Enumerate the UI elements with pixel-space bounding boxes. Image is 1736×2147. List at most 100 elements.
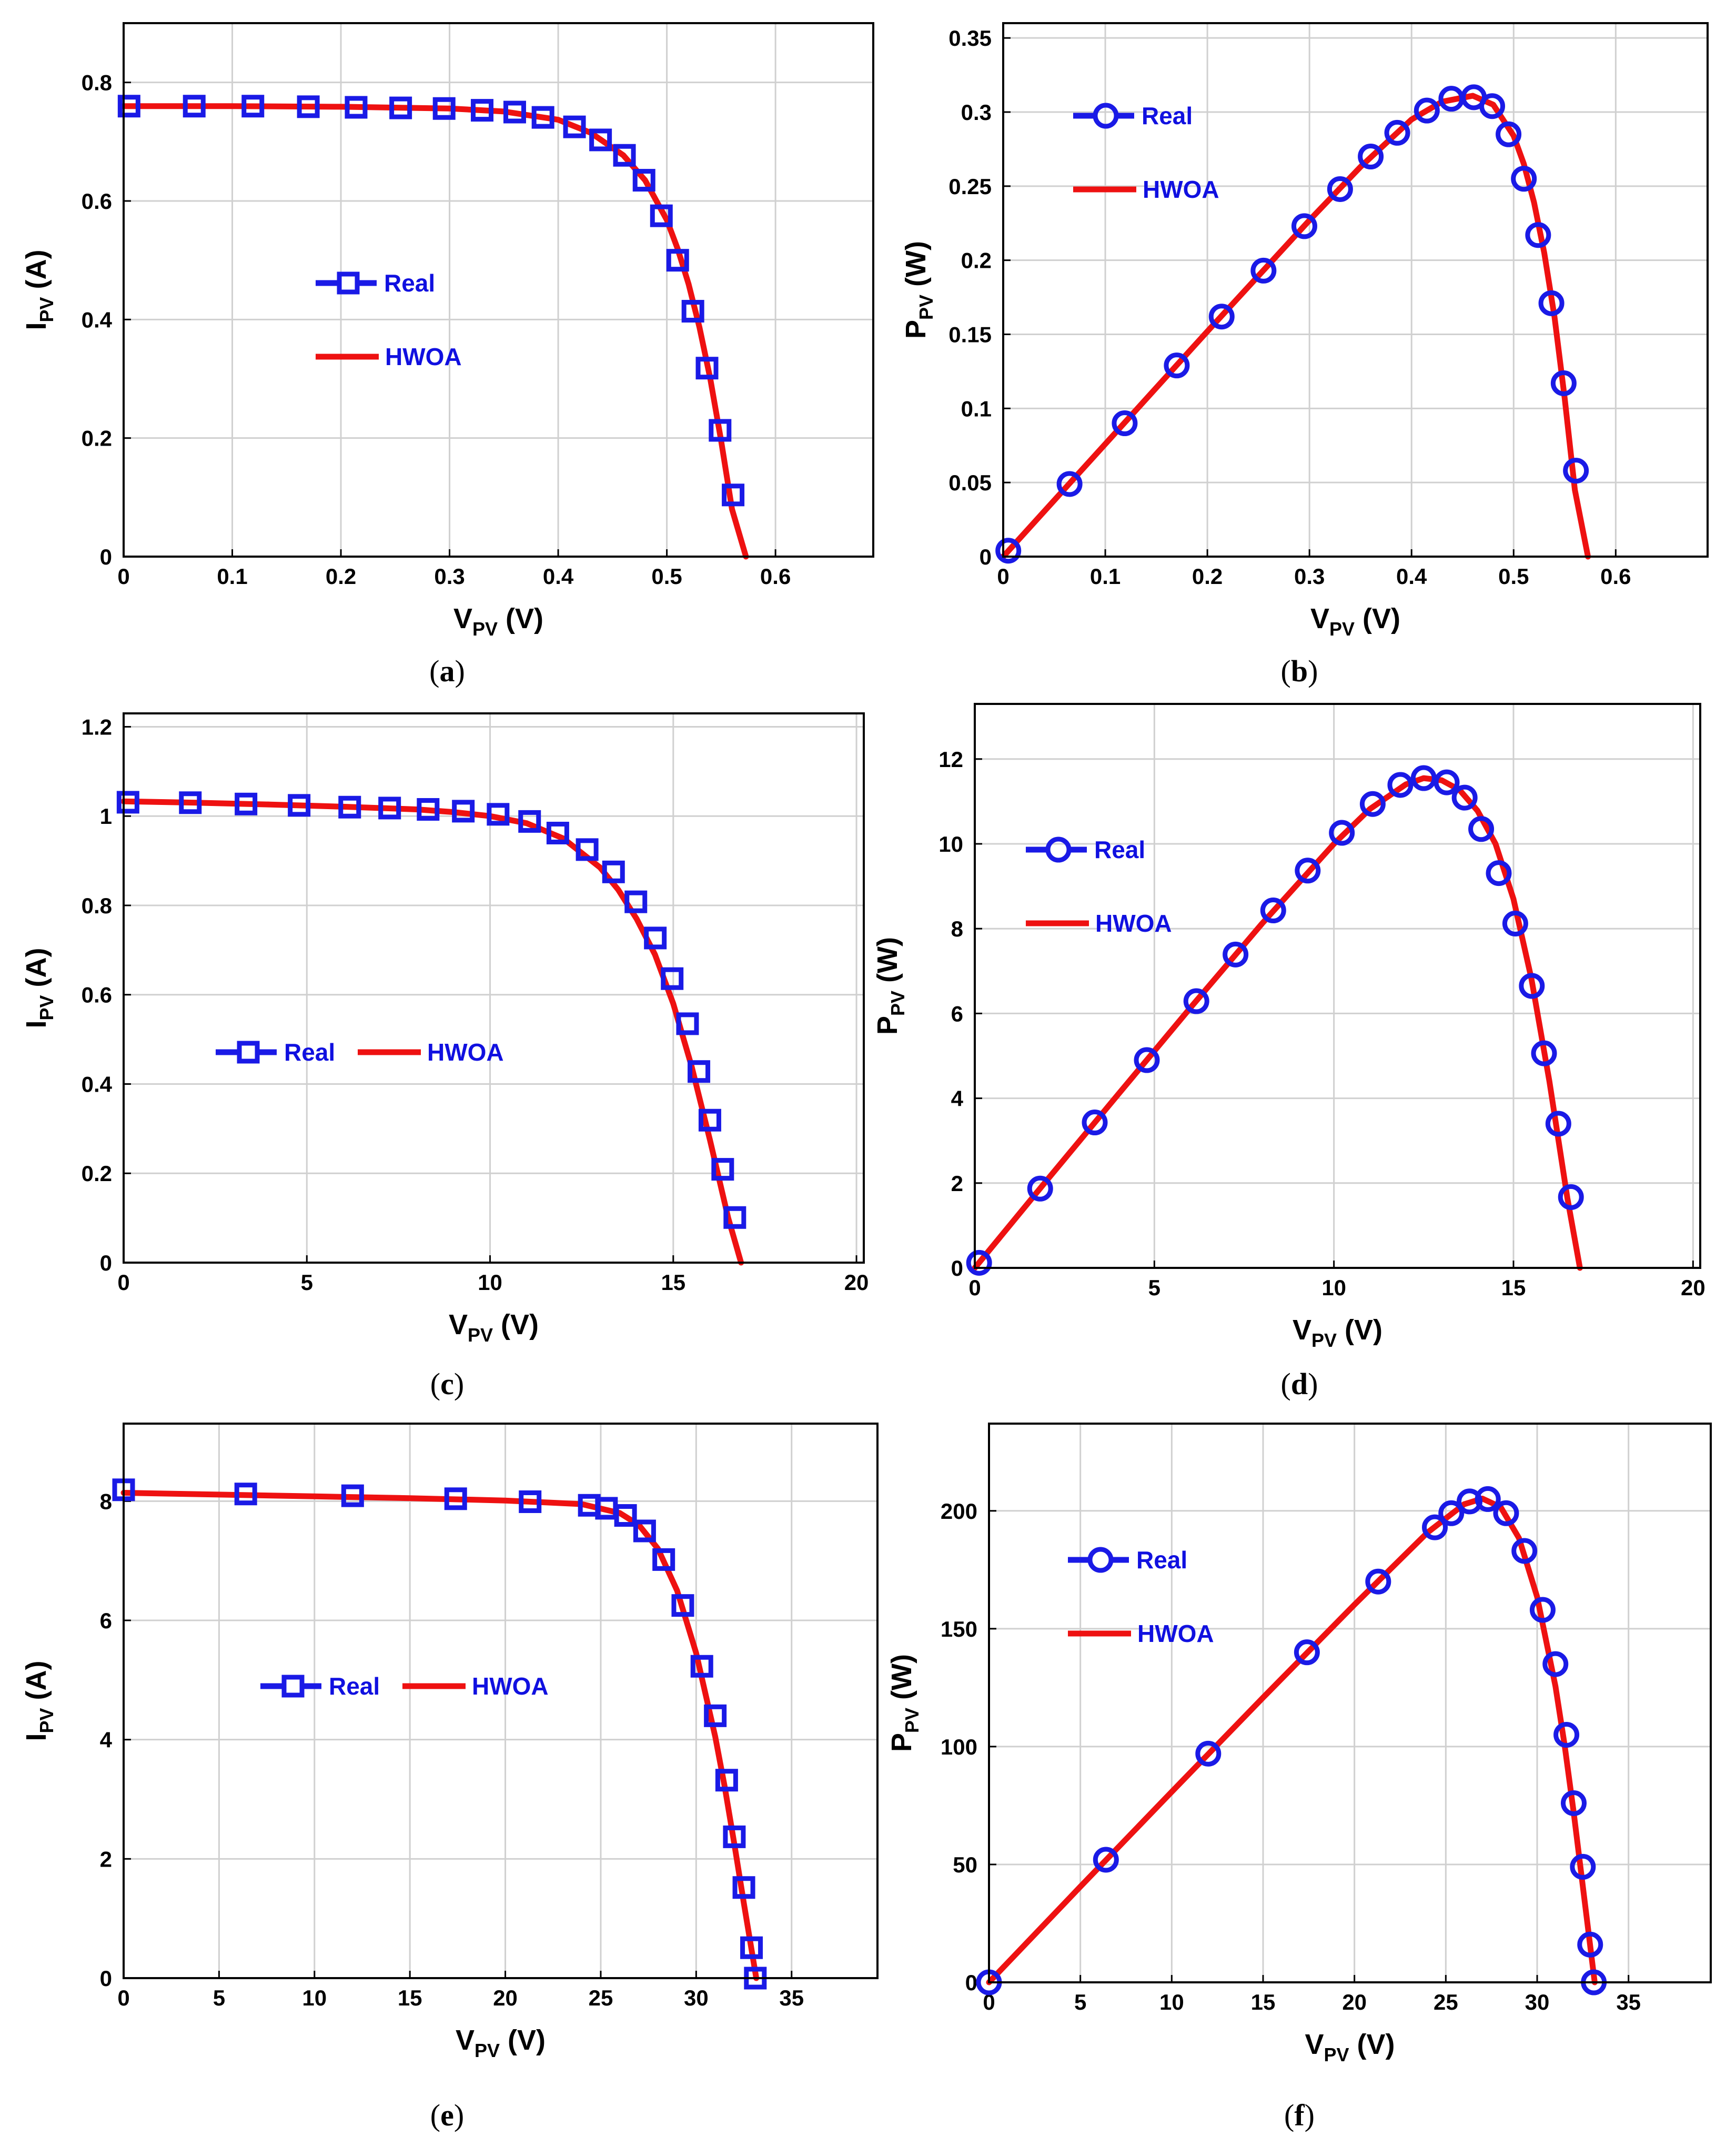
x-axis-label-unit: (V) — [1355, 603, 1400, 634]
series-line-hwoa — [120, 103, 749, 560]
y-tick-label: 0 — [965, 1970, 977, 1995]
panel-label-open-paren: ( — [1281, 654, 1291, 688]
data-point-real — [715, 1769, 738, 1792]
x-axis-label-sub: PV — [1324, 2044, 1349, 2065]
x-axis-label: VPV (V) — [453, 603, 543, 640]
data-point-real — [1531, 1040, 1557, 1066]
data-point-real — [1195, 1740, 1222, 1767]
data-point-real — [1112, 410, 1138, 436]
x-tick-label: 30 — [684, 1985, 709, 2010]
x-axis-label-main: V — [1293, 1314, 1311, 1346]
data-point-real — [1560, 1790, 1587, 1816]
data-point-real — [1359, 791, 1386, 817]
data-point-real — [518, 810, 541, 833]
data-point-real — [709, 419, 732, 442]
y-axis-label: PPV (W) — [872, 937, 909, 1035]
x-tick-label: 0.6 — [1600, 564, 1631, 589]
y-tick-label: 0.35 — [948, 26, 992, 51]
y-tick-label: 0 — [100, 1966, 112, 1991]
x-axis-label-unit: (V) — [1337, 1314, 1382, 1346]
legend-label-hwoa: HWOA — [1143, 176, 1219, 203]
data-point-real — [1577, 1931, 1603, 1958]
data-point-real — [1093, 1847, 1119, 1873]
data-point-real — [1550, 370, 1577, 396]
data-point-real — [1451, 784, 1478, 811]
y-axis-label: IPV (A) — [21, 1660, 57, 1741]
data-point-real — [624, 890, 648, 913]
y-axis-label-main: I — [21, 1733, 52, 1741]
x-axis-label-main: V — [1305, 2029, 1324, 2060]
data-point-real — [589, 128, 612, 152]
data-point-real — [681, 300, 704, 323]
x-tick-label: 15 — [1501, 1275, 1526, 1300]
legend-label-real: Real — [1094, 836, 1145, 863]
x-axis-label: VPV (V) — [1293, 1314, 1382, 1351]
x-tick-label: 20 — [1681, 1275, 1705, 1300]
panel-label-open-paren: ( — [1281, 1367, 1291, 1401]
data-point-real — [117, 95, 140, 118]
x-tick-label: 15 — [661, 1270, 685, 1295]
y-axis-label-unit: (A) — [21, 1660, 52, 1708]
x-axis-label-sub: PV — [468, 1324, 493, 1346]
x-tick-label: 0.4 — [1396, 564, 1427, 589]
x-tick-label: 10 — [1159, 1990, 1184, 2014]
legend-label-real: Real — [1136, 1546, 1187, 1574]
x-tick-label: 5 — [213, 1985, 225, 2010]
data-point-real — [1260, 898, 1286, 924]
y-tick-label: 0.1 — [961, 396, 992, 421]
x-tick-label: 5 — [301, 1270, 313, 1295]
y-tick-label: 8 — [951, 916, 963, 941]
data-point-real — [1545, 1111, 1571, 1137]
y-axis-label-sub: PV — [36, 297, 57, 322]
panel-label-open-paren: ( — [429, 654, 439, 688]
data-point-real — [487, 803, 510, 826]
panel-label-close-paren: ) — [454, 2098, 464, 2132]
y-tick-label: 0.05 — [948, 470, 992, 495]
panel-label-close-paren: ) — [1305, 2098, 1315, 2132]
legend-label-hwoa: HWOA — [427, 1039, 504, 1066]
panel-label: (e) — [430, 2098, 464, 2132]
panel-label: (b) — [1281, 654, 1318, 688]
x-tick-label: 30 — [1525, 1990, 1550, 2014]
x-tick-label: 0 — [117, 1270, 129, 1295]
legend-label-real: Real — [284, 1039, 335, 1066]
data-point-real — [723, 1206, 746, 1229]
y-tick-label: 0.3 — [961, 100, 992, 125]
x-tick-label: 0.1 — [1090, 564, 1121, 589]
x-tick-label: 0.3 — [1294, 564, 1325, 589]
y-tick-label: 6 — [951, 1001, 963, 1026]
data-point-real — [1291, 213, 1317, 239]
x-axis-label-sub: PV — [1329, 618, 1355, 640]
plot-area — [124, 23, 873, 557]
data-point-real — [389, 96, 412, 119]
data-point-real — [116, 791, 139, 814]
y-tick-label: 0.2 — [82, 426, 112, 451]
legend: Real HWOA — [1026, 836, 1172, 937]
legend-marker-real — [337, 271, 360, 295]
data-point-real — [546, 821, 569, 844]
y-tick-label: 6 — [100, 1608, 112, 1633]
data-point-real — [1511, 1538, 1538, 1564]
data-point-real — [519, 1490, 542, 1513]
data-point-real — [452, 800, 475, 823]
data-point-real — [1384, 119, 1410, 146]
data-point-real — [1410, 765, 1437, 791]
data-point-real — [613, 144, 636, 167]
axes-frame — [974, 703, 1701, 1269]
panel-label-letter: c — [440, 1367, 454, 1401]
plot-area — [1003, 23, 1708, 557]
y-tick-label: 10 — [938, 832, 963, 856]
chart-panel-b: 0 0.1 0.2 0.3 0.4 0.5 0.6 0 0.05 0.1 0.15 0.2 0.25 0.… — [900, 22, 1709, 688]
x-tick-label: 0.1 — [217, 564, 247, 589]
y-tick-label: 2 — [100, 1847, 112, 1871]
data-point-real — [602, 860, 625, 883]
x-tick-label: 0.2 — [326, 564, 356, 589]
data-point-real — [338, 795, 361, 819]
x-axis-label-main: V — [449, 1309, 468, 1340]
legend-label-hwoa: HWOA — [385, 343, 462, 370]
x-axis-label: VPV (V) — [456, 2024, 546, 2061]
panel-label-close-paren: ) — [1308, 654, 1318, 688]
x-axis-label-main: V — [1310, 603, 1329, 634]
y-tick-label: 0 — [100, 545, 112, 569]
